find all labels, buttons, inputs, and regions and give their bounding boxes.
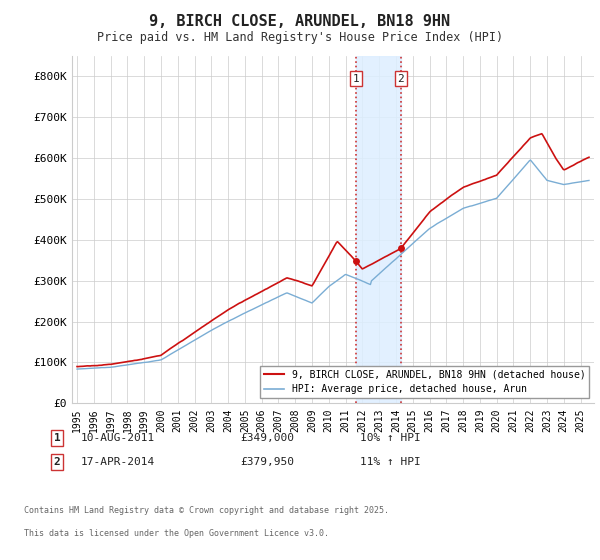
- Text: Contains HM Land Registry data © Crown copyright and database right 2025.: Contains HM Land Registry data © Crown c…: [24, 506, 389, 515]
- Text: 10% ↑ HPI: 10% ↑ HPI: [360, 433, 421, 443]
- Text: 17-APR-2014: 17-APR-2014: [81, 457, 155, 467]
- Text: Price paid vs. HM Land Registry's House Price Index (HPI): Price paid vs. HM Land Registry's House …: [97, 31, 503, 44]
- Text: 1: 1: [53, 433, 61, 443]
- Text: 2: 2: [397, 73, 404, 83]
- Text: 9, BIRCH CLOSE, ARUNDEL, BN18 9HN: 9, BIRCH CLOSE, ARUNDEL, BN18 9HN: [149, 14, 451, 29]
- Text: 10-AUG-2011: 10-AUG-2011: [81, 433, 155, 443]
- Text: This data is licensed under the Open Government Licence v3.0.: This data is licensed under the Open Gov…: [24, 529, 329, 538]
- Bar: [356, 56, 401, 403]
- Text: £379,950: £379,950: [240, 457, 294, 467]
- Text: 11% ↑ HPI: 11% ↑ HPI: [360, 457, 421, 467]
- Text: £349,000: £349,000: [240, 433, 294, 443]
- Text: 2: 2: [53, 457, 61, 467]
- Legend: 9, BIRCH CLOSE, ARUNDEL, BN18 9HN (detached house), HPI: Average price, detached: 9, BIRCH CLOSE, ARUNDEL, BN18 9HN (detac…: [260, 366, 589, 398]
- Text: 1: 1: [352, 73, 359, 83]
